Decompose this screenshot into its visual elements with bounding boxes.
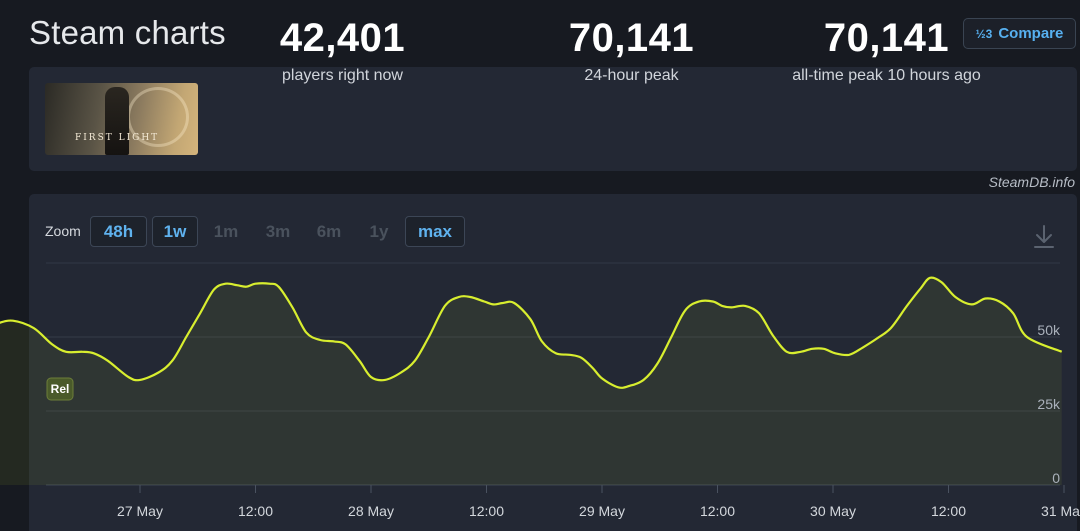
compare-button[interactable]: ½3 Compare xyxy=(963,18,1076,49)
zoom-1m-button[interactable]: 1m xyxy=(213,221,239,241)
fraction-icon: ½3 xyxy=(975,26,993,41)
stat-label: 24-hour peak xyxy=(584,67,679,84)
zoom-1w-button[interactable]: 1w xyxy=(152,216,198,247)
stat-value: 70,141 xyxy=(823,16,950,60)
stat-value: 70,141 xyxy=(568,16,695,60)
stat-label: all-time peak 10 hours ago xyxy=(792,67,981,84)
zoom-max-button[interactable]: max xyxy=(405,216,465,247)
compare-button-label: Compare xyxy=(998,25,1064,42)
zoom-6m-button[interactable]: 6m xyxy=(316,221,342,241)
stat-value: 42,401 xyxy=(279,16,406,60)
game-title: FIRST LIGHT xyxy=(75,133,160,143)
thumbnail-figure xyxy=(105,87,129,155)
zoom-label: Zoom xyxy=(45,223,81,239)
zoom-1y-button[interactable]: 1y xyxy=(369,221,389,241)
game-thumbnail[interactable]: FIRST LIGHT xyxy=(45,83,198,155)
stat-current-players: 42,401 players right now xyxy=(230,18,455,85)
zoom-3m-button[interactable]: 3m xyxy=(265,221,291,241)
page-title: Steam charts xyxy=(29,14,226,51)
stat-label: players right now xyxy=(282,67,403,84)
download-icon[interactable] xyxy=(1032,224,1056,250)
stats-card: FIRST LIGHT xyxy=(29,67,1077,171)
stat-all-time-peak: 70,141 all-time peak 10 hours ago xyxy=(760,18,1013,85)
steamdb-credit[interactable]: SteamDB.info xyxy=(988,174,1075,190)
stat-24h-peak: 70,141 24-hour peak xyxy=(519,18,744,85)
zoom-48h-button[interactable]: 48h xyxy=(90,216,147,247)
